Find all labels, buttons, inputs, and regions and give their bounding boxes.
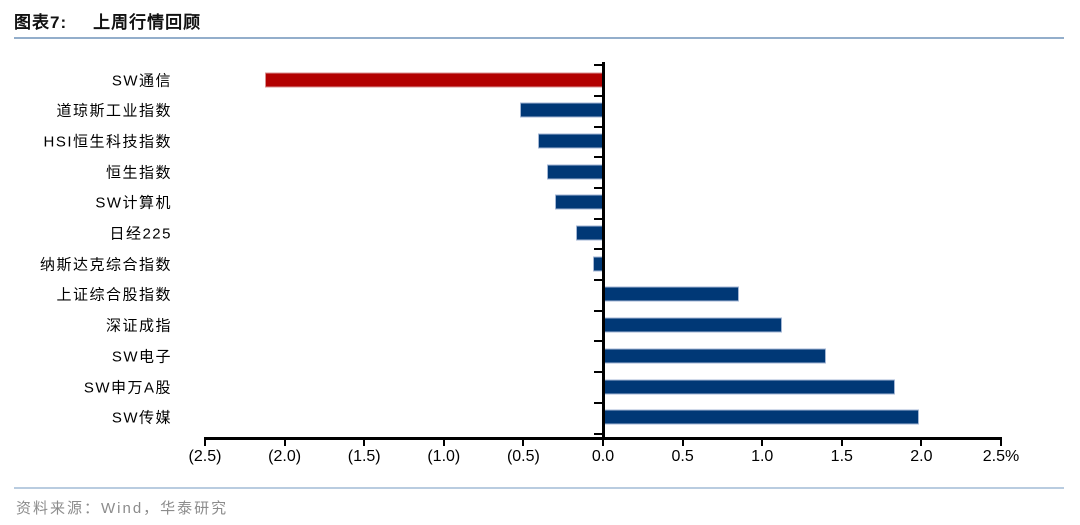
x-axis-tick bbox=[363, 439, 366, 446]
x-axis-tick bbox=[602, 439, 604, 446]
x-axis-tick-label: (1.0) bbox=[427, 448, 461, 465]
bar bbox=[603, 409, 919, 425]
bar bbox=[547, 164, 605, 180]
x-axis-tick-label: 2.0 bbox=[910, 448, 933, 465]
bar bbox=[555, 194, 605, 210]
category-label: 道琼斯工业指数 bbox=[56, 102, 172, 120]
x-axis-tick-label: 2.5% bbox=[982, 448, 1020, 465]
category-boundary-tick bbox=[594, 156, 602, 159]
x-axis-tick-label: 0.5 bbox=[671, 448, 694, 465]
figure-label: 图表7: bbox=[14, 13, 68, 32]
category-label: SW传媒 bbox=[111, 409, 172, 427]
category-boundary-tick bbox=[594, 125, 602, 128]
x-axis-tick bbox=[283, 439, 286, 446]
category-boundary-tick bbox=[594, 432, 602, 435]
x-axis-tick bbox=[920, 439, 923, 446]
category-label: SW电子 bbox=[111, 348, 172, 366]
bar bbox=[265, 72, 605, 87]
footer-divider bbox=[14, 487, 1064, 489]
category-label: SW计算机 bbox=[95, 194, 172, 212]
title-divider bbox=[14, 37, 1064, 39]
category-label: SW通信 bbox=[111, 72, 172, 89]
x-axis-tick-label: (2.5) bbox=[188, 448, 222, 465]
source-note: 资料来源：Wind，华泰研究 bbox=[16, 500, 229, 517]
x-axis-tick bbox=[681, 439, 684, 446]
category-boundary-tick bbox=[594, 248, 602, 251]
x-axis-tick-label: 1.0 bbox=[751, 448, 774, 465]
category-label: 恒生指数 bbox=[105, 164, 172, 182]
bar bbox=[603, 348, 827, 364]
category-label: SW申万A股 bbox=[83, 379, 172, 396]
bar bbox=[575, 225, 605, 241]
x-axis-tick bbox=[761, 439, 764, 446]
bar bbox=[603, 286, 739, 302]
x-axis-tick bbox=[1000, 439, 1002, 446]
category-boundary-tick bbox=[594, 371, 602, 374]
bar bbox=[593, 256, 605, 272]
bar bbox=[520, 102, 605, 118]
category-boundary-tick bbox=[594, 401, 602, 404]
x-axis-tick-label: (2.0) bbox=[268, 448, 302, 465]
category-boundary-tick bbox=[594, 309, 602, 312]
bar bbox=[537, 133, 605, 149]
category-label: 深证成指 bbox=[105, 317, 172, 335]
category-boundary-tick bbox=[594, 186, 602, 189]
category-label: 日经225 bbox=[109, 225, 172, 243]
x-axis-tick bbox=[204, 439, 206, 446]
zero-axis-line bbox=[602, 62, 605, 440]
x-axis-line bbox=[204, 437, 1002, 440]
category-boundary-tick bbox=[594, 340, 602, 343]
x-axis-tick-label: (0.5) bbox=[506, 448, 540, 465]
category-label: 纳斯达克综合指数 bbox=[39, 256, 172, 274]
x-axis-tick-label: (1.5) bbox=[347, 448, 381, 465]
category-label: HSI恒生科技指数 bbox=[43, 133, 172, 151]
x-axis-tick bbox=[840, 439, 843, 446]
category-boundary-tick bbox=[594, 94, 602, 97]
x-axis-tick-label: 1.5 bbox=[830, 448, 853, 465]
chart-header: 图表7: 上周行情回顾 bbox=[14, 8, 201, 33]
bar bbox=[603, 379, 895, 394]
category-boundary-tick bbox=[594, 279, 602, 282]
x-axis-tick bbox=[522, 439, 525, 446]
figure-title: 上周行情回顾 bbox=[93, 13, 202, 32]
category-boundary-tick bbox=[594, 217, 602, 220]
category-boundary-tick bbox=[594, 64, 602, 67]
category-label: 上证综合股指数 bbox=[56, 286, 172, 304]
x-axis-tick bbox=[442, 439, 445, 446]
x-axis-tick-label: 0.0 bbox=[591, 448, 615, 465]
bar bbox=[603, 317, 782, 333]
